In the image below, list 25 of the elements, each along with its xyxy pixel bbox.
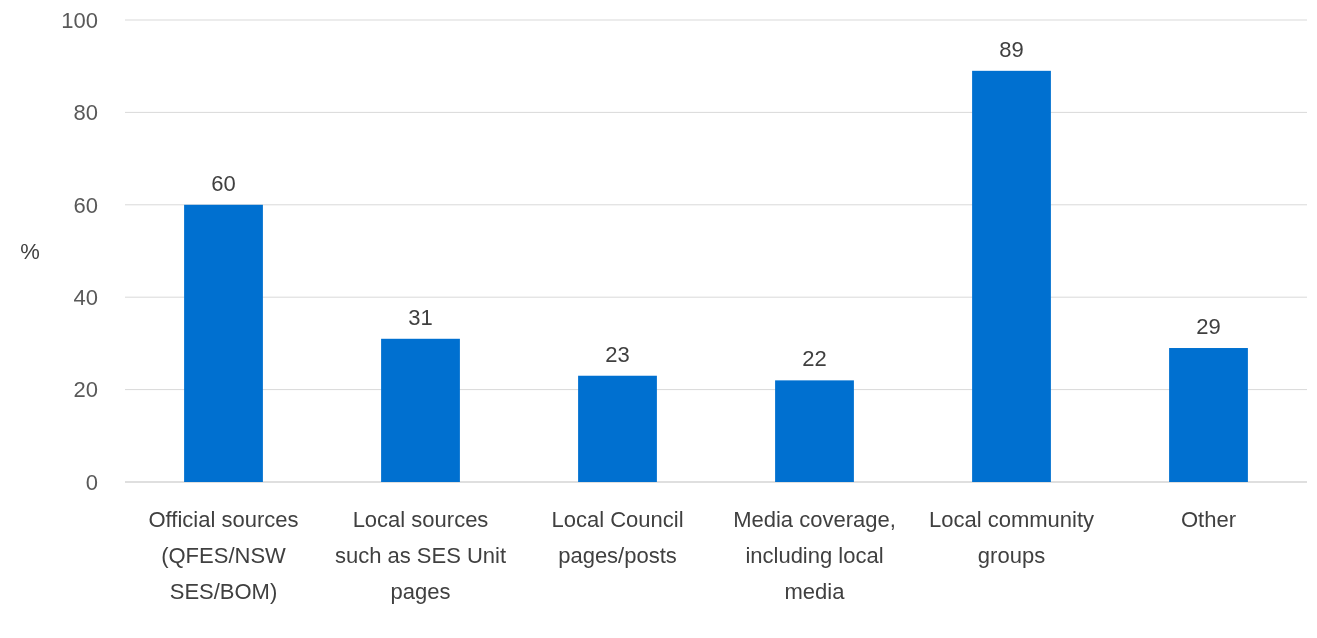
x-tick-label: Official sources (QFES/NSW SES/BOM) — [148, 507, 299, 604]
data-label: 31 — [408, 304, 433, 330]
y-tick-label: 100 — [61, 7, 98, 33]
data-label: 89 — [999, 36, 1024, 62]
y-tick-label: 20 — [73, 377, 98, 403]
bar — [972, 70, 1051, 482]
bar — [184, 204, 263, 482]
data-label: 60 — [211, 170, 236, 196]
y-tick-label: 40 — [73, 284, 98, 310]
bar — [381, 338, 460, 482]
x-tick-label: Media coverage, including local media — [733, 507, 896, 604]
bar — [1169, 348, 1248, 482]
data-label: 22 — [802, 346, 827, 372]
y-tick-label: 80 — [73, 100, 98, 126]
x-tick-label: Local Council pages/posts — [551, 507, 684, 568]
x-tick-label: Other — [1180, 507, 1237, 532]
y-tick-label: 0 — [85, 469, 98, 495]
data-label: 23 — [605, 341, 630, 367]
bar — [578, 375, 657, 482]
y-axis-title: % — [20, 238, 40, 264]
x-tick-label: Local sources such as SES Unit pages — [334, 507, 507, 604]
data-label: 29 — [1196, 314, 1221, 340]
y-tick-label: 60 — [73, 192, 98, 218]
x-tick-label: Local community groups — [928, 507, 1095, 568]
bar — [775, 380, 854, 482]
